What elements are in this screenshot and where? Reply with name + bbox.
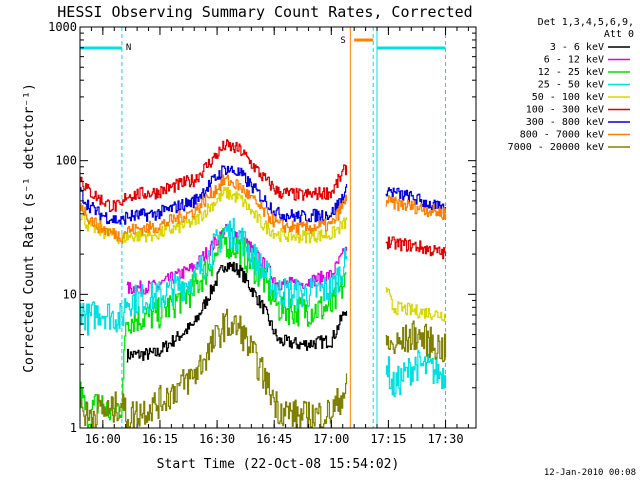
- series-line-6: [80, 165, 447, 225]
- plot-area: NS: [80, 27, 447, 428]
- legend-label: 800 - 7000 keV: [520, 130, 604, 141]
- y-axis-label: Corrected Count Rate (s⁻¹ detector⁻¹): [22, 83, 37, 373]
- footer-date: 12-Jan-2010 00:08: [544, 468, 636, 478]
- legend: Det 1,3,4,5,6,9,Att 03 - 6 keV 6 - 12 keV…: [508, 17, 634, 153]
- y-tick-label: 1: [70, 421, 77, 435]
- series-line-3: [80, 218, 447, 398]
- series-line-5: [80, 139, 447, 260]
- series-line-0: [126, 261, 348, 363]
- x-tick-label: 16:00: [85, 432, 121, 446]
- x-tick-label: 16:30: [199, 432, 235, 446]
- y-tick-label: 1000: [48, 20, 77, 34]
- legend-label: 100 - 300 keV: [526, 105, 604, 116]
- x-axis-label: Start Time (22-Oct-08 15:54:02): [157, 457, 400, 472]
- legend-label: 300 - 800 keV: [526, 117, 604, 128]
- night-flag-label: N: [126, 43, 131, 53]
- chart-title: HESSI Observing Summary Count Rates, Cor…: [57, 3, 472, 21]
- x-tick-label: 17:00: [313, 432, 349, 446]
- legend-header-2: Att 0: [604, 29, 634, 40]
- legend-label: 6 - 12 keV: [544, 55, 604, 66]
- y-tick-label: 10: [63, 287, 77, 301]
- legend-label: 50 - 100 keV: [532, 92, 604, 103]
- x-tick-label: 16:15: [142, 432, 178, 446]
- x-tick-label: 17:30: [427, 432, 463, 446]
- plot-frame: [79, 26, 477, 429]
- series-line-8: [80, 308, 447, 428]
- legend-label: 12 - 25 keV: [538, 67, 604, 78]
- saa-flag-label: S: [340, 36, 345, 46]
- series-line-7: [80, 174, 447, 244]
- legend-label: 25 - 50 keV: [538, 80, 604, 91]
- x-tick-label: 17:15: [370, 432, 406, 446]
- legend-label: 7000 - 20000 keV: [508, 142, 604, 153]
- y-tick-label: 100: [55, 154, 77, 168]
- legend-label: 3 - 6 keV: [550, 42, 604, 53]
- legend-header-1: Det 1,3,4,5,6,9,: [538, 17, 634, 28]
- x-tick-label: 16:45: [256, 432, 292, 446]
- axes: 1 10 100 1000 16:00 16:15 16:30 16:45 17:00 17:15…: [48, 20, 477, 446]
